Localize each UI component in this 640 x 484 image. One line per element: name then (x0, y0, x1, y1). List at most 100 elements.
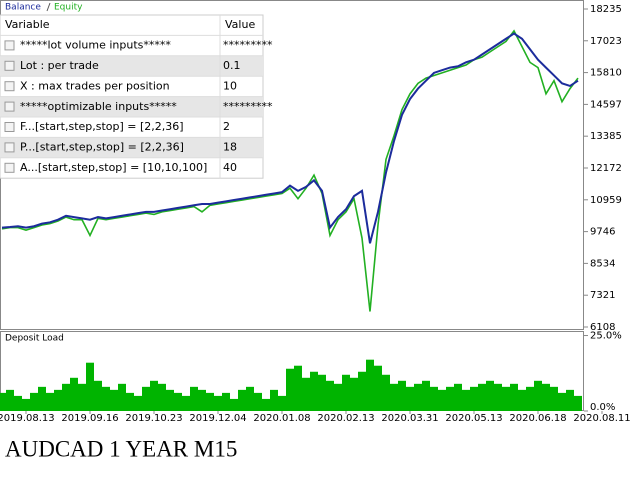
bar (278, 395, 286, 411)
row-bg (0, 55, 263, 77)
bar (70, 377, 78, 411)
y-tick-label: 25.0% (590, 331, 622, 342)
bar (454, 383, 462, 411)
bar (14, 395, 22, 411)
bar (558, 392, 566, 411)
bar (478, 383, 486, 411)
bar (374, 365, 382, 411)
variable-name: X : max trades per position (20, 79, 170, 92)
bar (22, 398, 30, 411)
row-bg (0, 96, 263, 117)
x-tick-label: 2019.09.16 (61, 413, 118, 424)
checkbox (4, 40, 15, 51)
y-tick-label: 18235 (590, 4, 622, 15)
checkbox (4, 162, 15, 173)
inputs-table: Variable Value *****lot volume inputs*****… (0, 14, 273, 179)
variable-name: P...[start,step,stop] = [2,2,36] (20, 141, 184, 154)
bar (382, 374, 390, 411)
bar (342, 374, 350, 411)
variable-value: 2 (223, 120, 230, 133)
x-tick-label: 2020.01.08 (253, 413, 310, 424)
bar (366, 359, 374, 411)
bar (78, 383, 86, 411)
bar (334, 383, 342, 411)
variable-value: 40 (223, 161, 237, 174)
variable-value: ********* (223, 100, 273, 113)
bar (502, 386, 510, 411)
caption: AUDCAD 1 YEAR M15 (5, 436, 237, 461)
bar (534, 380, 542, 411)
bar (462, 389, 470, 411)
bar (254, 392, 262, 411)
checkbox (4, 81, 15, 92)
load-title: Deposit Load (5, 334, 64, 344)
bar (246, 386, 254, 411)
checkbox (4, 122, 15, 132)
bar (390, 383, 398, 411)
x-tick-label: 2019.10.23 (125, 413, 182, 424)
row-bg (0, 137, 263, 158)
y-tick-label: 6108 (590, 322, 615, 333)
bar (350, 377, 358, 411)
legend-equity: Equity (54, 3, 83, 13)
bar (358, 371, 366, 411)
bar (318, 374, 326, 411)
x-tick-label: 2019.12.04 (189, 413, 246, 424)
bar (158, 383, 166, 411)
bar (222, 392, 230, 411)
bar (110, 389, 118, 411)
bar (182, 395, 190, 411)
bar (0, 392, 6, 411)
bar (214, 395, 222, 411)
bar (150, 380, 158, 411)
variable-value: 10 (223, 79, 237, 92)
y-tick-label: 14597 (590, 99, 622, 110)
variable-name: Lot : per trade (20, 59, 99, 72)
bar (550, 386, 558, 411)
variable-name: F...[start,step,stop] = [2,2,36] (20, 120, 184, 133)
bar (518, 389, 526, 411)
bar (566, 389, 574, 411)
bar (238, 389, 246, 411)
series-line (1, 29, 579, 312)
bar (406, 386, 414, 411)
variable-value: 18 (223, 141, 237, 154)
bar (118, 383, 126, 411)
bar (446, 386, 454, 411)
bar (30, 392, 38, 411)
bar (302, 377, 310, 411)
bar (134, 395, 142, 411)
bar (166, 389, 174, 411)
y-tick-label: 7321 (590, 290, 615, 301)
bar (430, 386, 438, 411)
bar (46, 392, 54, 411)
series-line (1, 32, 579, 244)
x-tick-label: 2020.08.11 (573, 413, 630, 424)
y-tick-label: 0.0% (590, 402, 615, 413)
bar (422, 380, 430, 411)
bar (510, 383, 518, 411)
bar (310, 371, 318, 411)
variable-name: *****lot volume inputs***** (20, 39, 171, 52)
y-tick-label: 8534 (590, 258, 615, 269)
bar (414, 383, 422, 411)
checkbox (4, 60, 15, 71)
bar (174, 392, 182, 411)
bar (286, 368, 294, 411)
bar (38, 386, 46, 411)
bar (294, 365, 302, 411)
bar (470, 386, 478, 411)
bar (126, 392, 134, 411)
bar (486, 380, 494, 411)
bar (206, 392, 214, 411)
plot: 18235 17023 15810 14597 13385 12172 10959 9746 8… (0, 4, 631, 424)
bar (86, 362, 94, 411)
bar (62, 383, 70, 411)
table-header: Value (225, 18, 255, 31)
checkbox (4, 101, 15, 112)
variable-value: 0.1 (223, 59, 241, 72)
table-header: Variable (5, 18, 50, 31)
bar (438, 389, 446, 411)
x-tick-label: 2020.05.13 (445, 413, 502, 424)
